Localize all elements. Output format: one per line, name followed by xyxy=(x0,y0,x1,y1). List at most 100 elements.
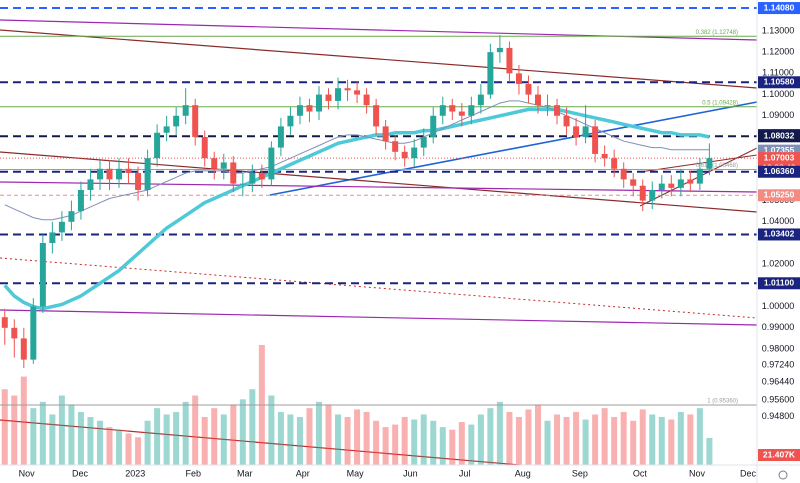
candle-body xyxy=(106,168,113,180)
x-tick-label: Jun xyxy=(403,468,418,478)
volume-bar xyxy=(306,408,313,465)
candle-body xyxy=(649,189,656,201)
price-label-box xyxy=(758,165,800,178)
volume-bar xyxy=(20,376,27,465)
candle-body xyxy=(211,158,218,169)
price-label-box xyxy=(758,228,800,241)
y-tick-label: 1.13000 xyxy=(762,25,795,35)
candle-body xyxy=(11,327,18,339)
volume-bar xyxy=(525,409,532,465)
moving-average xyxy=(4,100,710,221)
volume-bar xyxy=(116,429,123,465)
candle-body xyxy=(458,111,465,116)
candle-body xyxy=(382,126,389,142)
candle-body xyxy=(554,105,561,116)
candle-body xyxy=(468,105,475,116)
volume-bar xyxy=(630,420,637,465)
volume-bar xyxy=(354,409,361,465)
price-label: 1.08032 xyxy=(764,131,795,141)
volume-bar xyxy=(563,417,570,465)
candle-body xyxy=(163,126,170,133)
candle-body xyxy=(30,306,37,360)
candle-body xyxy=(430,115,437,137)
candle-body xyxy=(220,162,227,169)
fib-label: 0.618 (1.06468) xyxy=(696,163,738,169)
trendline xyxy=(0,419,521,466)
volume-bar xyxy=(49,414,56,465)
trendline xyxy=(0,181,758,193)
candle-body xyxy=(392,141,399,152)
candle-body xyxy=(144,158,151,190)
volume-bar xyxy=(363,411,370,465)
volume-bar xyxy=(401,417,408,465)
y-tick-label: 1.11000 xyxy=(762,68,794,78)
volume-bar xyxy=(58,395,65,465)
candle-body xyxy=(58,221,65,233)
volume-bar xyxy=(506,411,513,465)
candle-body xyxy=(477,94,484,106)
candle-body xyxy=(677,179,684,188)
volume-bar xyxy=(430,420,437,465)
trendline xyxy=(0,151,758,213)
volume-bar xyxy=(1,389,8,465)
x-tick-label: Sep xyxy=(572,468,588,478)
x-tick-label: Jul xyxy=(459,468,471,478)
candle-body xyxy=(439,105,446,116)
volume-bar xyxy=(239,399,246,465)
volume-bar xyxy=(554,414,561,465)
candle-body xyxy=(1,317,8,328)
volume-bar xyxy=(77,411,84,465)
volume-bar xyxy=(68,404,75,465)
price-label-box xyxy=(758,130,800,143)
x-tick-label: Dec xyxy=(740,468,757,478)
settings-icon[interactable] xyxy=(778,470,788,480)
x-tick-label: Nov xyxy=(689,468,706,478)
price-label: 1.07003 xyxy=(764,152,795,162)
price-label: 1.14080 xyxy=(764,2,795,12)
volume-bar xyxy=(125,433,132,465)
candle-body xyxy=(411,147,418,159)
candle-body xyxy=(154,132,161,159)
fib-label: 1 (0.95360) xyxy=(707,399,738,405)
volume-bar xyxy=(649,414,656,465)
volume-bar xyxy=(382,427,389,465)
candle-body xyxy=(401,151,408,159)
candle-body xyxy=(325,94,332,101)
candle-body xyxy=(77,189,84,212)
candle-body xyxy=(49,232,56,243)
y-tick-label: 0.98000 xyxy=(762,343,795,353)
volume-bar xyxy=(639,409,646,465)
y-tick-label: 1.10000 xyxy=(762,89,795,99)
price-label: 1.10580 xyxy=(764,77,795,87)
x-tick-label: Nov xyxy=(19,468,36,478)
volume-bar xyxy=(96,420,103,465)
candle-body xyxy=(592,126,599,154)
candle-body xyxy=(125,168,132,174)
candle-body xyxy=(601,153,608,159)
volume-bar xyxy=(249,389,256,465)
volume-bar xyxy=(534,404,541,465)
volume-bar xyxy=(668,419,675,465)
candle-body xyxy=(696,168,703,184)
volume-bar xyxy=(544,420,551,465)
candle-body xyxy=(287,115,294,127)
y-tick-label: 0.95600 xyxy=(762,394,795,404)
volume-bar xyxy=(344,417,351,465)
candle-body xyxy=(335,88,342,101)
volume-label-box xyxy=(758,449,800,461)
volume-bar xyxy=(477,414,484,465)
candle-body xyxy=(582,126,589,137)
volume-bar xyxy=(468,424,475,465)
volume-bar xyxy=(163,414,170,465)
x-tick-label: 2023 xyxy=(125,468,145,478)
y-tick-label: 0.97240 xyxy=(762,360,795,370)
candle-body xyxy=(544,105,551,107)
candle-body xyxy=(20,338,27,360)
price-label: 1.05250 xyxy=(764,190,795,200)
candle-body xyxy=(306,105,313,112)
candle-body xyxy=(230,162,237,184)
volume-bar xyxy=(677,411,684,465)
volume-bar xyxy=(582,419,589,465)
